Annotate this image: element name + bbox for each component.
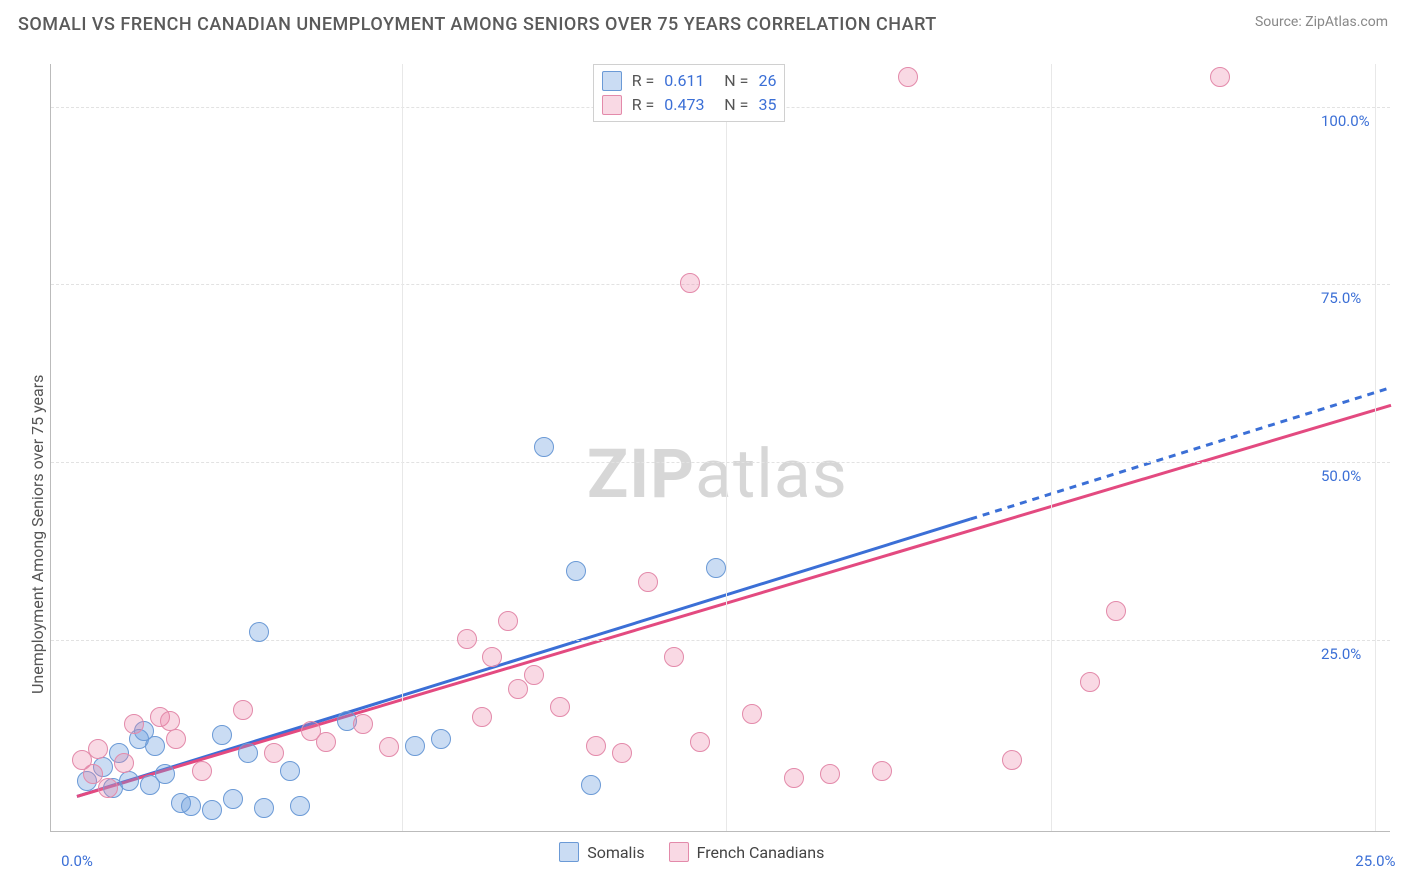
correlation-legend-row: R = 0.473 N = 35 xyxy=(602,93,777,117)
r-label: R = xyxy=(632,69,655,93)
data-point xyxy=(88,739,108,759)
data-point xyxy=(181,796,201,816)
y-tick-label: 25.0% xyxy=(1321,645,1361,663)
legend-swatch xyxy=(602,71,622,91)
data-point xyxy=(202,800,222,820)
data-point xyxy=(1210,67,1230,87)
data-point xyxy=(508,679,528,699)
data-point xyxy=(612,743,632,763)
data-point xyxy=(405,736,425,756)
data-point xyxy=(238,743,258,763)
data-point xyxy=(1080,672,1100,692)
data-point xyxy=(742,704,762,724)
data-point xyxy=(145,736,165,756)
data-point xyxy=(820,764,840,784)
data-point xyxy=(872,761,892,781)
n-label: N = xyxy=(724,93,748,117)
n-value: 35 xyxy=(758,93,776,117)
x-tick-label: 0.0% xyxy=(61,852,93,870)
data-point xyxy=(498,611,518,631)
gridline-vertical xyxy=(726,64,727,831)
data-point xyxy=(664,647,684,667)
r-value: 0.611 xyxy=(664,69,714,93)
regression-lines xyxy=(51,64,1391,832)
series-label: French Canadians xyxy=(697,843,825,862)
data-point xyxy=(280,761,300,781)
data-point xyxy=(223,789,243,809)
data-point xyxy=(638,572,658,592)
data-point xyxy=(353,714,373,734)
n-value: 26 xyxy=(758,69,776,93)
data-point xyxy=(586,736,606,756)
correlation-legend-row: R = 0.611 N = 26 xyxy=(602,69,777,93)
correlation-legend: R = 0.611 N = 26 R = 0.473 N = 35 xyxy=(593,64,786,122)
data-point xyxy=(290,796,310,816)
legend-swatch xyxy=(669,842,689,862)
gridline-vertical xyxy=(1375,64,1376,831)
data-point xyxy=(114,753,134,773)
data-point xyxy=(155,764,175,784)
r-value: 0.473 xyxy=(664,93,714,117)
r-label: R = xyxy=(632,93,655,117)
data-point xyxy=(1106,601,1126,621)
watermark: ZIPatlas xyxy=(587,434,848,514)
series-legend-item: French Canadians xyxy=(669,842,825,862)
data-point xyxy=(98,778,118,798)
data-point xyxy=(457,629,477,649)
data-point xyxy=(566,561,586,581)
source-attribution: Source: ZipAtlas.com xyxy=(1255,14,1388,30)
x-tick-label: 25.0% xyxy=(1355,852,1395,870)
data-point xyxy=(249,622,269,642)
gridline-vertical xyxy=(402,64,403,831)
chart-header: SOMALI VS FRENCH CANADIAN UNEMPLOYMENT A… xyxy=(0,0,1406,39)
data-point xyxy=(233,700,253,720)
data-point xyxy=(690,732,710,752)
y-tick-label: 50.0% xyxy=(1321,467,1361,485)
data-point xyxy=(534,437,554,457)
data-point xyxy=(550,697,570,717)
data-point xyxy=(898,67,918,87)
data-point xyxy=(316,732,336,752)
data-point xyxy=(706,558,726,578)
gridline-horizontal xyxy=(51,640,1390,641)
data-point xyxy=(524,665,544,685)
gridline-horizontal xyxy=(51,462,1390,463)
chart-title: SOMALI VS FRENCH CANADIAN UNEMPLOYMENT A… xyxy=(18,14,937,35)
data-point xyxy=(124,714,144,734)
data-point xyxy=(680,273,700,293)
data-point xyxy=(431,729,451,749)
data-point xyxy=(264,743,284,763)
gridline-vertical xyxy=(1051,64,1052,831)
legend-swatch xyxy=(559,842,579,862)
data-point xyxy=(254,798,274,818)
y-tick-label: 100.0% xyxy=(1321,112,1370,130)
data-point xyxy=(472,707,492,727)
data-point xyxy=(166,729,186,749)
y-axis-title: Unemployment Among Seniors over 75 years xyxy=(28,374,47,693)
data-point xyxy=(192,761,212,781)
chart-container: ZIPatlas 25.0%50.0%75.0%100.0%0.0%25.0% … xyxy=(0,44,1406,892)
data-point xyxy=(482,647,502,667)
legend-swatch xyxy=(602,95,622,115)
series-label: Somalis xyxy=(587,843,644,862)
data-point xyxy=(581,775,601,795)
data-point xyxy=(784,768,804,788)
data-point xyxy=(212,725,232,745)
gridline-horizontal xyxy=(51,284,1390,285)
series-legend: Somalis French Canadians xyxy=(559,842,824,862)
plot-area: ZIPatlas 25.0%50.0%75.0%100.0%0.0%25.0% xyxy=(50,64,1390,832)
y-tick-label: 75.0% xyxy=(1321,289,1361,307)
n-label: N = xyxy=(724,69,748,93)
data-point xyxy=(119,771,139,791)
series-legend-item: Somalis xyxy=(559,842,644,862)
data-point xyxy=(1002,750,1022,770)
data-point xyxy=(379,737,399,757)
